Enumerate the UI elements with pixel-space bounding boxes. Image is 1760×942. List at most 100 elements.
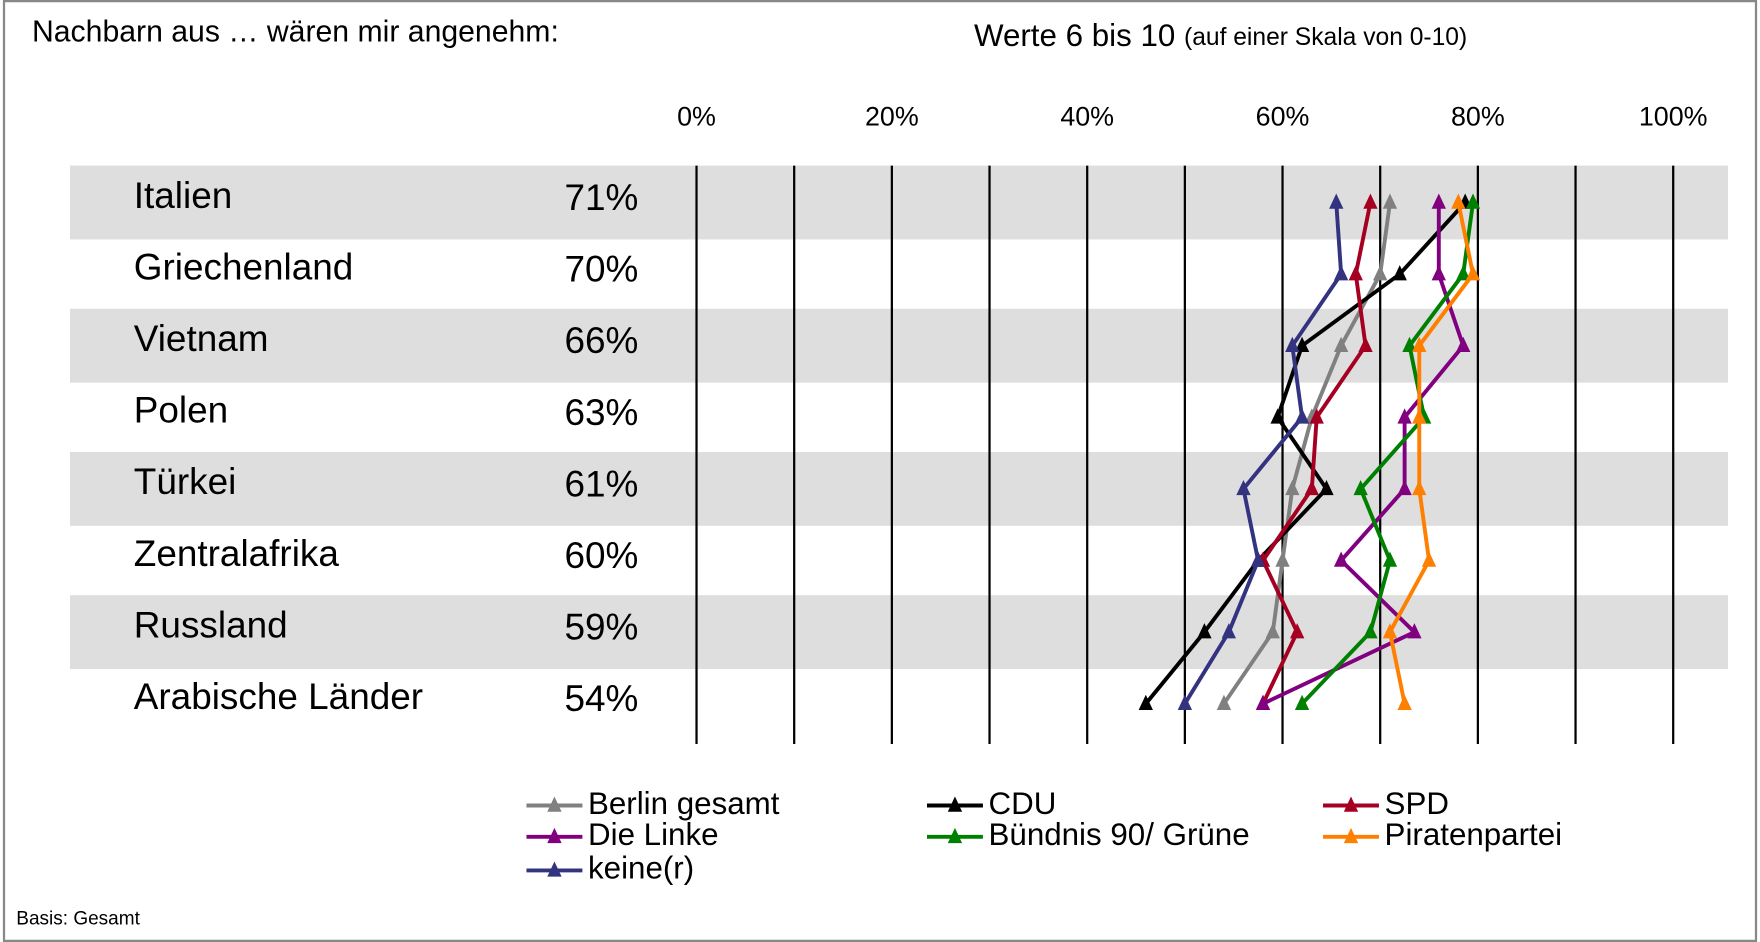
category-label: Griechenland [134,246,354,287]
point-marker [1216,694,1232,710]
point-marker [1382,551,1398,567]
row-band [70,165,1729,240]
point-marker [1358,336,1373,352]
legend-label: CDU [989,786,1057,821]
point-marker [1402,336,1417,352]
legend-marker [1343,796,1359,812]
row-band [70,451,1729,526]
point-marker [1397,408,1412,424]
point-marker [1236,479,1251,496]
x-tick-label: 60% [1256,102,1310,132]
legend-label: keine(r) [588,851,694,886]
total-label: 61% [565,463,639,504]
series-line [1300,202,1475,706]
legend-marker [947,796,963,812]
row-band [70,308,1729,383]
point-marker [1319,479,1334,496]
total-label: 54% [565,678,639,719]
x-tick-label: 100% [1639,102,1708,132]
point-marker [1431,193,1446,209]
legend-label: SPD [1385,786,1449,821]
point-marker [1363,623,1378,639]
point-marker [1294,336,1310,352]
legend-marker [547,827,562,844]
point-marker [1294,694,1310,710]
legend-marker [1343,827,1359,844]
point-marker [1290,623,1305,639]
category-label: Polen [134,390,228,431]
series-line [1144,201,1467,705]
legend-marker [547,796,562,812]
point-marker [1412,479,1427,496]
point-marker [1265,623,1280,639]
category-label: Arabische Länder [134,676,423,717]
point-marker [1382,193,1398,209]
category-label: Russland [134,604,288,645]
point-marker [1456,336,1471,352]
x-tick-label: 20% [865,102,919,132]
point-marker [1363,193,1378,209]
legend-label: Bündnis 90/ Grüne [989,817,1250,852]
legend-marker [947,827,963,844]
x-tick-label: 0% [677,102,716,132]
point-marker [1250,551,1266,567]
point-marker [1456,265,1471,281]
point-marker [1197,623,1212,639]
x-tick-label: 40% [1060,102,1114,132]
point-marker [1304,479,1319,496]
point-marker [1412,336,1427,352]
series-line [1387,202,1476,705]
row-band [70,595,1729,670]
point-marker [1373,265,1388,281]
legend-marker [547,861,562,877]
chart-title: Nachbarn aus … wären mir angenehm: [32,16,559,49]
point-marker [1353,479,1368,496]
point-marker [1465,193,1481,209]
total-label: 66% [565,320,639,361]
point-marker [1309,408,1324,424]
point-marker [1431,265,1446,281]
total-label: 71% [565,177,639,218]
chart-subtitle: Werte 6 bis 10 (auf einer Skala von 0-10… [974,18,1467,53]
point-marker [1333,551,1349,567]
point-marker [1294,408,1310,424]
legend-label: Piratenpartei [1385,817,1563,852]
point-marker [1275,551,1290,567]
point-marker [1285,479,1300,496]
category-label: Zentralafrika [134,533,340,574]
point-marker [1270,408,1285,424]
subtitle-main: Werte 6 bis 10 [974,18,1175,53]
point-marker [1421,551,1437,567]
point-marker [1465,265,1481,281]
series-line [1260,202,1373,705]
footnote: Basis: Gesamt [16,909,140,930]
point-marker [1221,623,1236,639]
point-marker [1333,265,1349,281]
point-marker [1397,479,1412,496]
legend-label: Berlin gesamt [588,786,780,821]
point-marker [1285,336,1300,352]
series-line [1183,202,1344,705]
point-marker [1382,623,1398,639]
point-marker [1412,408,1427,424]
point-marker [1348,265,1363,281]
category-label: Vietnam [134,318,269,359]
point-marker [1329,193,1344,209]
category-label: Türkei [134,461,237,502]
x-tick-label: 80% [1451,102,1505,132]
point-marker [1392,265,1407,281]
point-marker [1397,694,1412,710]
total-label: 60% [565,535,639,576]
point-marker [1407,623,1422,639]
total-label: 70% [565,249,639,290]
point-marker [1138,694,1153,710]
total-label: 63% [565,392,639,433]
legend-label: Die Linke [588,817,719,852]
point-marker [1255,694,1271,710]
point-marker [1451,193,1466,209]
point-marker [1333,336,1349,352]
subtitle-note: (auf einer Skala von 0-10) [1184,24,1467,51]
point-marker [1177,694,1193,710]
total-label: 59% [565,607,639,648]
